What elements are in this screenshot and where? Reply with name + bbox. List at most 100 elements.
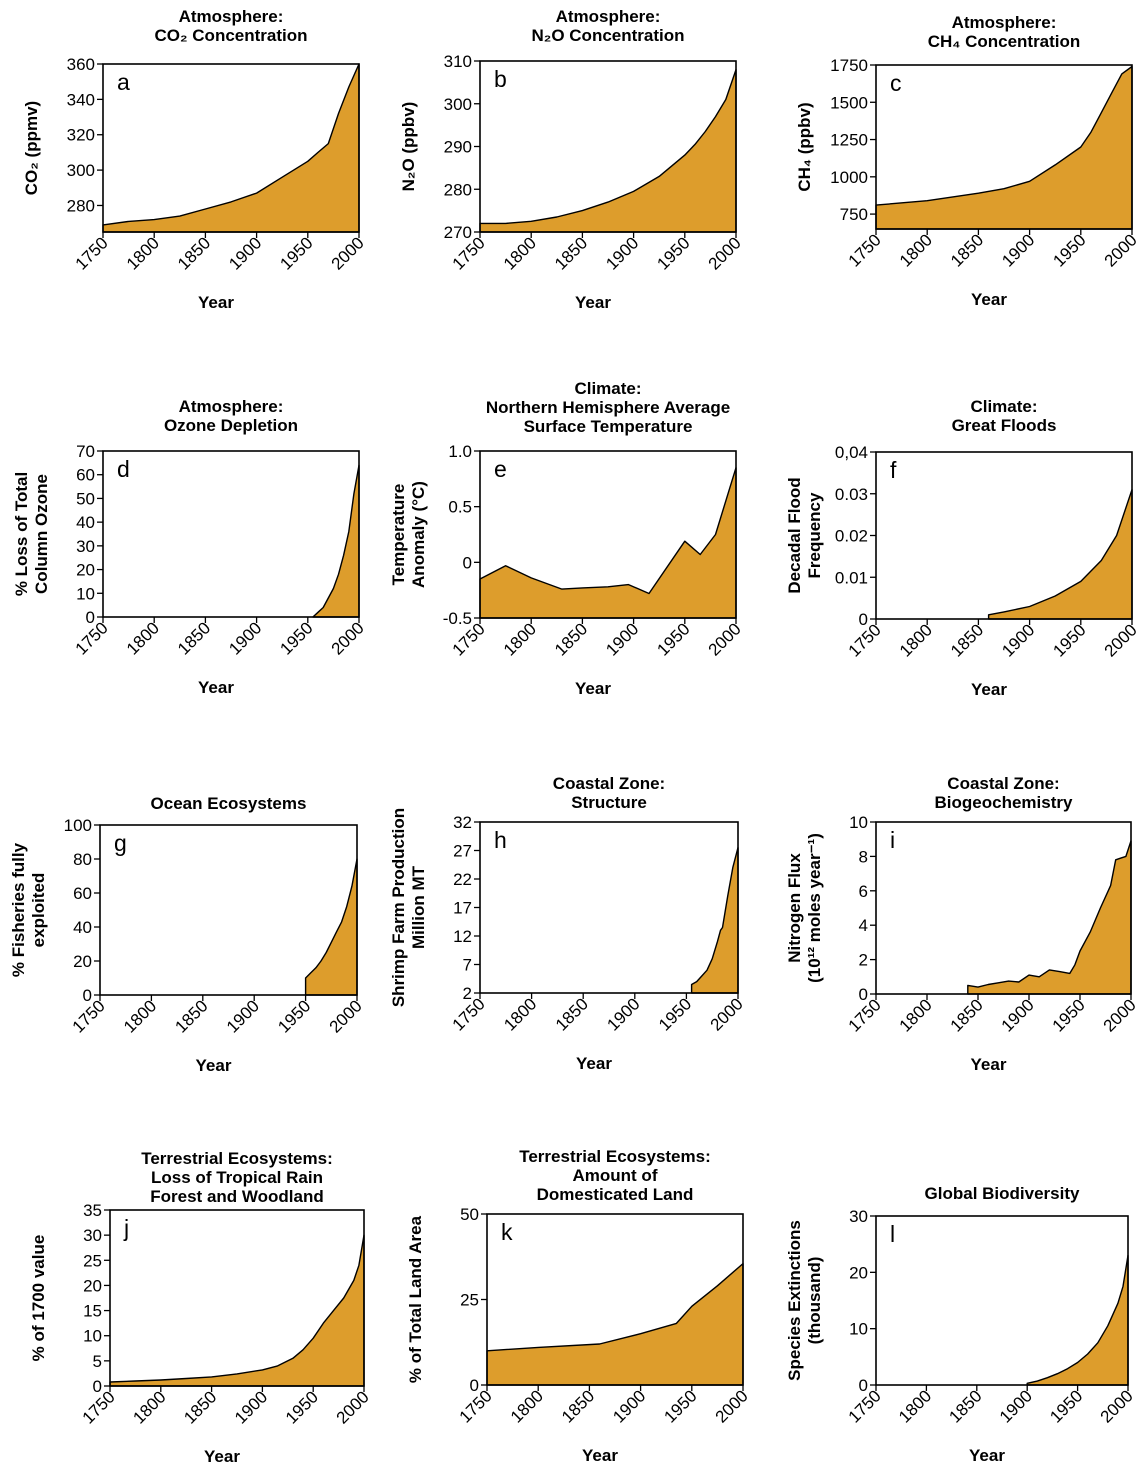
plot-frame — [875, 64, 1133, 230]
x-tick-label: 1800 — [507, 1386, 547, 1426]
x-tick-label: 1750 — [845, 230, 885, 270]
y-tick-label: 1750 — [830, 56, 868, 75]
chart-title-line: Terrestrial Ecosystems: — [141, 1149, 333, 1168]
x-tick-label: 1800 — [120, 996, 160, 1036]
y-tick-label: -0.5 — [443, 609, 472, 628]
series-area-f — [987, 488, 1133, 620]
x-tick-label: 1900 — [996, 1386, 1036, 1426]
series-area-a — [102, 63, 360, 233]
x-tick-label: 1900 — [998, 995, 1038, 1035]
x-tick-label: 2000 — [1101, 620, 1141, 660]
x-tick-label: 1850 — [551, 619, 591, 659]
x-tick-label: 1850 — [947, 995, 987, 1035]
chart-panel-k: Terrestrial Ecosystems:Amount ofDomestic… — [406, 1147, 752, 1465]
y-tick-label: 20 — [73, 952, 92, 971]
panel-letter: h — [494, 827, 507, 853]
x-tick-label: 1950 — [653, 619, 693, 659]
y-tick-label: 5 — [93, 1352, 102, 1371]
x-tick-label: 1750 — [845, 620, 885, 660]
chart-title-line: Domesticated Land — [537, 1185, 694, 1204]
y-tick-label: 280 — [444, 180, 472, 199]
y-axis-label: % of 1700 value — [29, 1235, 48, 1362]
chart-title-line: Climate: — [970, 397, 1037, 416]
plot-frame — [479, 821, 739, 994]
x-tick-label: 1900 — [998, 620, 1038, 660]
y-tick-label: 1000 — [830, 168, 868, 187]
y-tick-label: 0,04 — [835, 443, 868, 462]
panel-letter: d — [117, 456, 130, 482]
y-tick-label: 0 — [859, 985, 868, 1004]
y-tick-label: 1500 — [830, 93, 868, 112]
y-axis-label: Million MT — [409, 865, 428, 949]
y-tick-label: 2 — [859, 951, 868, 970]
y-axis-label: Decadal Flood — [785, 477, 804, 593]
x-tick-label: 2000 — [328, 618, 368, 658]
y-axis-label: exploited — [29, 873, 48, 948]
x-tick-label: 1800 — [500, 233, 540, 273]
x-tick-label: 1850 — [945, 1386, 985, 1426]
chart-title-line: CO₂ Concentration — [155, 26, 308, 45]
x-tick-label: 1900 — [602, 619, 642, 659]
series-area-g — [304, 858, 358, 996]
y-tick-label: 360 — [67, 55, 95, 74]
x-tick-label: 1800 — [895, 1386, 935, 1426]
y-axis-label: % Fisheries fully — [9, 842, 28, 977]
chart-title-line: Ozone Depletion — [164, 416, 298, 435]
chart-title-line: N₂O Concentration — [532, 26, 685, 45]
panel-letter: e — [494, 456, 507, 482]
y-tick-label: 30 — [83, 1226, 102, 1245]
y-tick-label: 280 — [67, 196, 95, 215]
x-tick-label: 1750 — [69, 996, 109, 1036]
y-axis-label: Temperature — [389, 484, 408, 586]
x-tick-label: 1850 — [558, 1386, 598, 1426]
y-axis-label: Anomaly (°C) — [409, 481, 428, 588]
x-tick-label: 2000 — [707, 994, 747, 1034]
chart-title-line: Atmosphere: — [179, 397, 284, 416]
series-area-d — [312, 464, 360, 618]
y-tick-label: 0.02 — [835, 527, 868, 546]
x-tick-label: 2000 — [333, 1387, 373, 1427]
x-tick-label: 1900 — [603, 994, 643, 1034]
x-tick-label: 1800 — [500, 994, 540, 1034]
chart-panel-i: Coastal Zone:Biogeochemistry i 0 2 4 6 8 10 1750… — [785, 774, 1140, 1074]
x-tick-label: 1800 — [896, 620, 936, 660]
x-tick-label: 1750 — [456, 1386, 496, 1426]
x-tick-label: 1900 — [223, 996, 263, 1036]
y-tick-label: 22 — [453, 870, 472, 889]
chart-panel-d: Atmosphere:Ozone Depletion d 0 10 20 30 40 50 60… — [12, 397, 368, 697]
x-axis-label: Year — [969, 1446, 1005, 1465]
y-tick-label: 60 — [73, 884, 92, 903]
plot-frame — [102, 450, 360, 618]
panel-letter: g — [114, 830, 127, 856]
panel-letter: i — [890, 827, 895, 853]
y-axis-label: (10¹² moles year⁻¹) — [805, 833, 824, 983]
y-tick-label: 0 — [859, 610, 868, 629]
chart-title-line: Global Biodiversity — [925, 1184, 1080, 1203]
x-tick-label: 2000 — [326, 996, 366, 1036]
y-tick-label: 12 — [453, 927, 472, 946]
chart-panel-l: Global Biodiversity l 0 10 20 30 1750 1800 1850 1… — [785, 1184, 1137, 1465]
panel-letter: a — [117, 69, 130, 95]
x-tick-label: 1950 — [655, 994, 695, 1034]
chart-title-line: Northern Hemisphere Average — [486, 398, 730, 417]
y-axis-label: Frequency — [805, 492, 824, 579]
y-tick-label: 30 — [849, 1207, 868, 1226]
chart-title-line: Structure — [571, 793, 647, 812]
x-tick-label: 1950 — [276, 618, 316, 658]
y-tick-label: 35 — [83, 1201, 102, 1220]
y-tick-label: 2 — [463, 984, 472, 1003]
x-tick-label: 1850 — [174, 233, 214, 273]
chart-panel-j: Terrestrial Ecosystems:Loss of Tropical … — [29, 1149, 373, 1465]
x-tick-label: 2000 — [1100, 995, 1140, 1035]
x-tick-label: 2000 — [328, 233, 368, 273]
x-tick-label: 1800 — [129, 1387, 169, 1427]
x-tick-label: 2000 — [1101, 230, 1141, 270]
panel-letter: k — [501, 1219, 513, 1245]
x-axis-label: Year — [198, 678, 234, 697]
y-tick-label: 0.5 — [448, 498, 472, 517]
x-tick-label: 1900 — [609, 1386, 649, 1426]
y-tick-label: 20 — [849, 1263, 868, 1282]
y-tick-label: 320 — [67, 126, 95, 145]
